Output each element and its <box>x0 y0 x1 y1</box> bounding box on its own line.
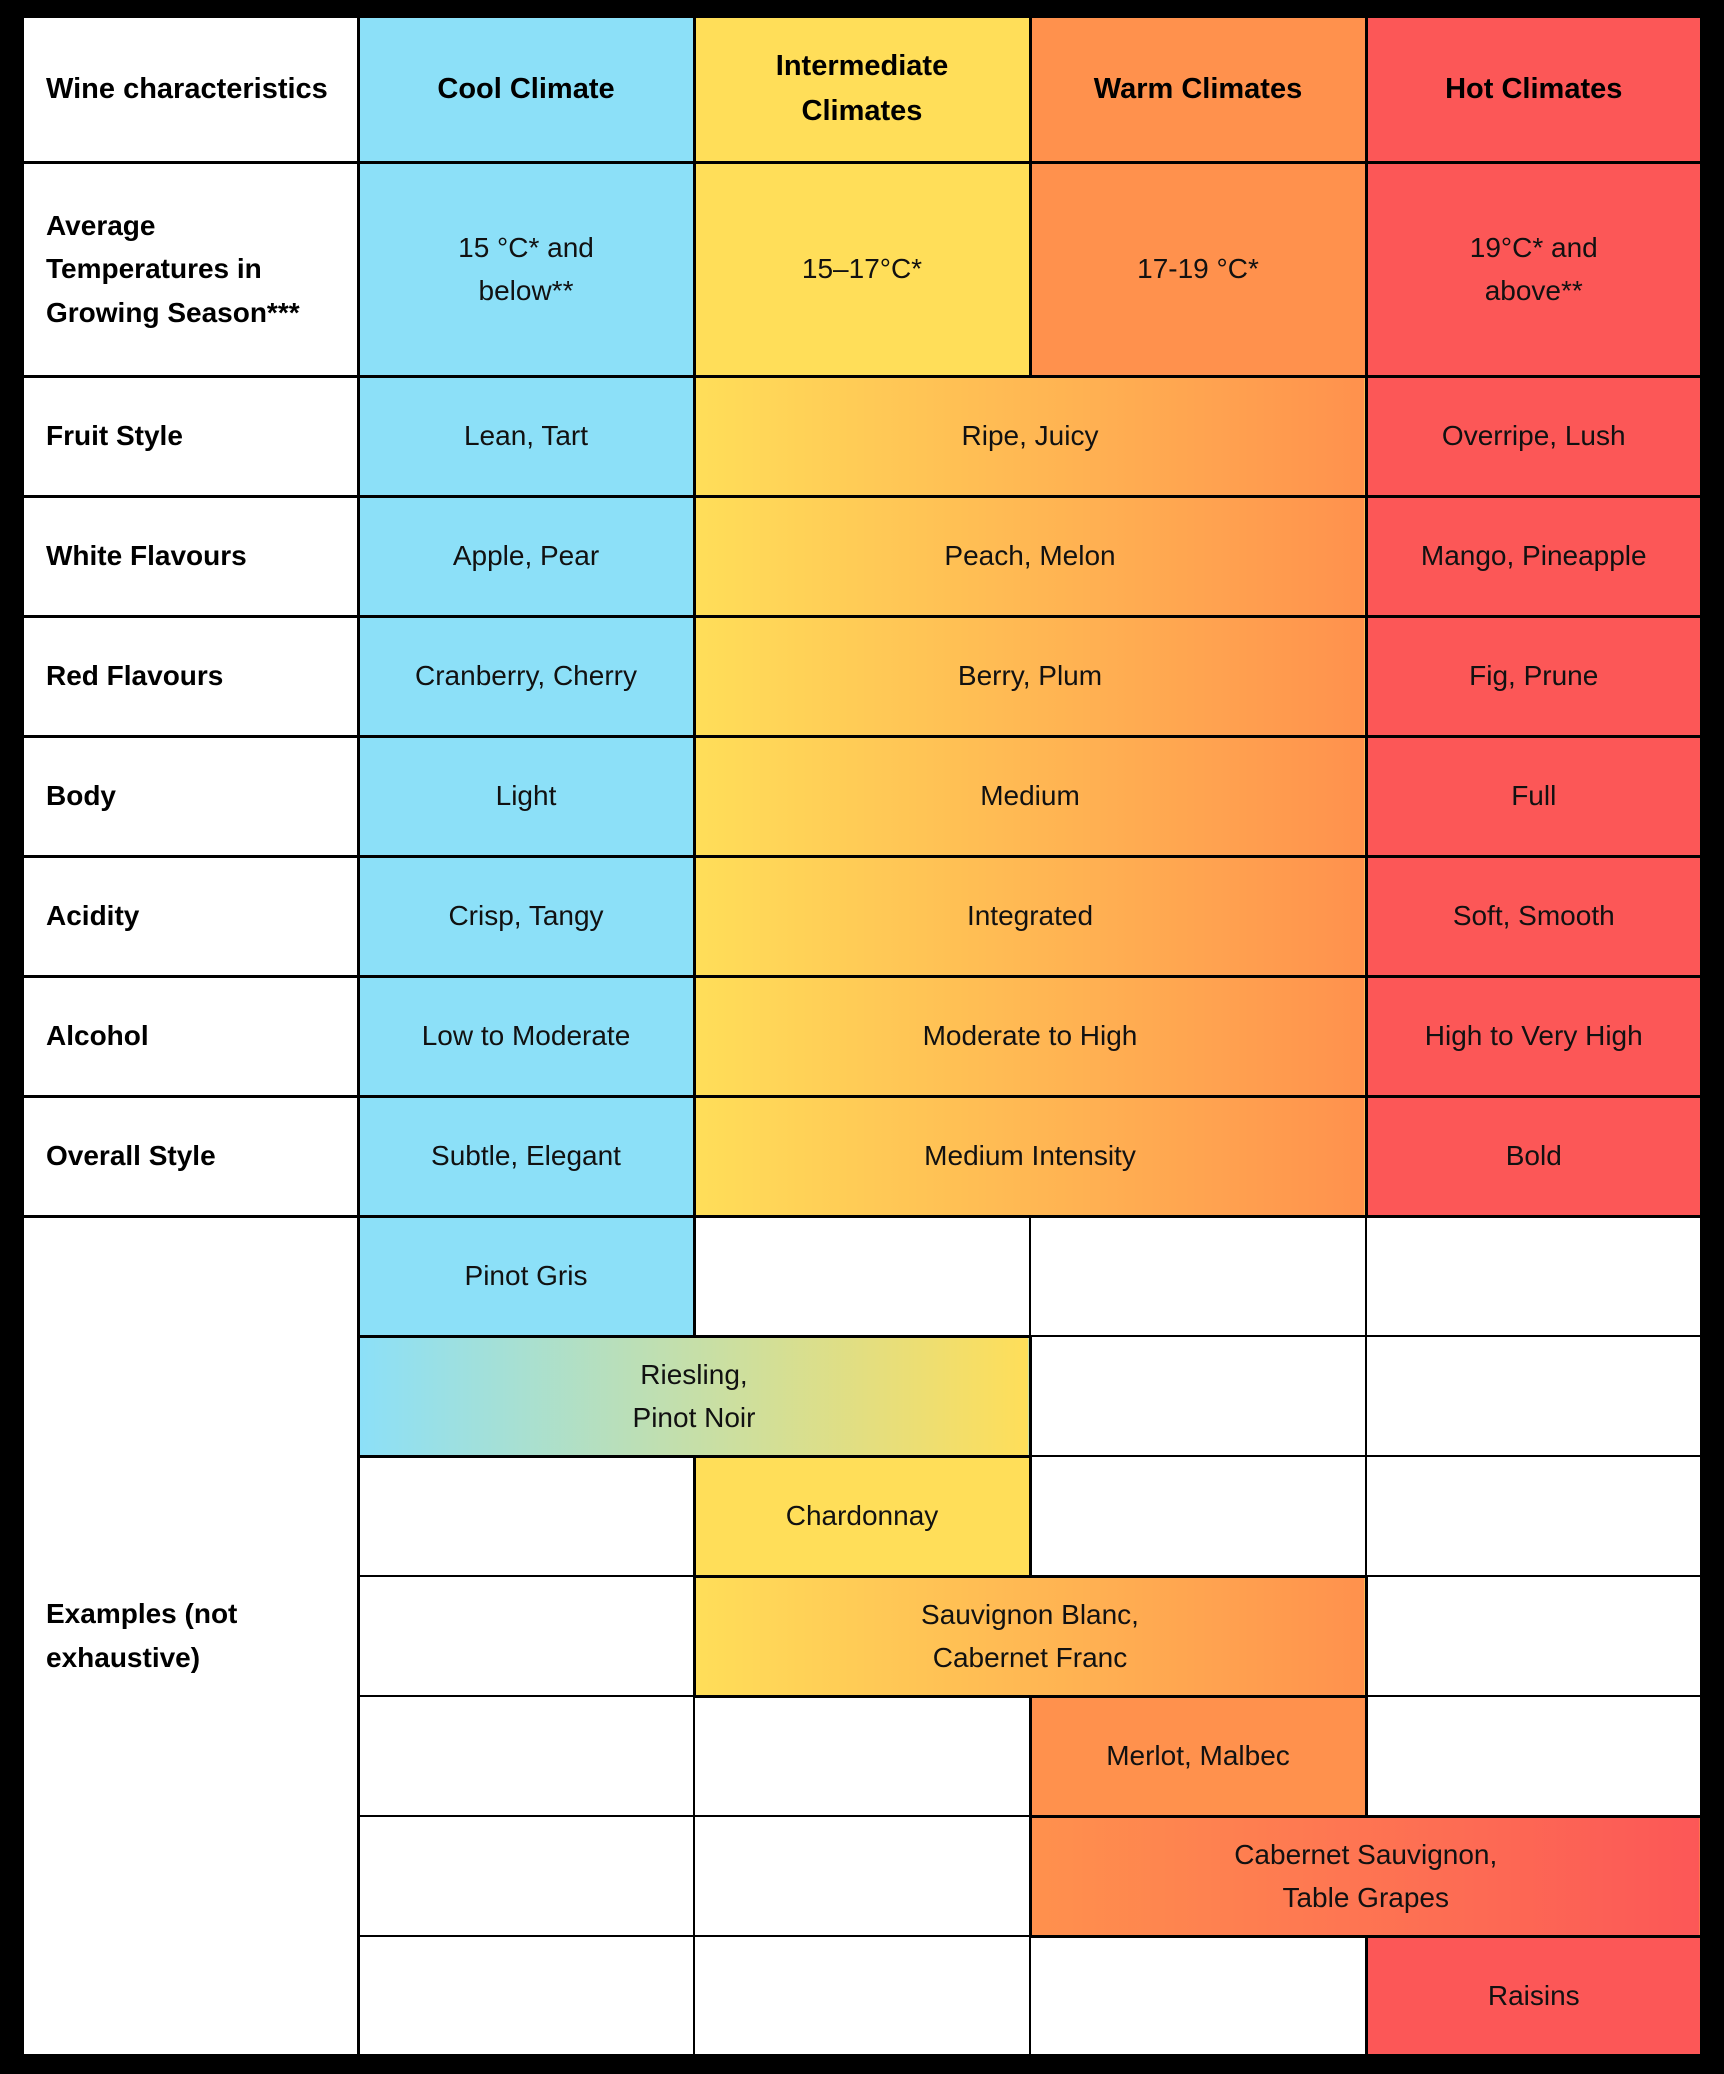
red-flavours-label: Red Flavours <box>20 614 360 738</box>
overall-style-hot-cell: Bold <box>1364 1094 1704 1218</box>
white-flavours-label: White Flavours <box>20 494 360 618</box>
temps-hot-cell: 19°C* and above** <box>1364 160 1704 378</box>
examples-row-merlot-malbec: Merlot, Malbec <box>22 1694 1703 1818</box>
acidity-mid-cell: Integrated <box>692 854 1368 978</box>
white-flavours-mid-cell: Peach, Melon <box>692 494 1368 618</box>
wine-climate-table: Wine characteristics Cool Climate Interm… <box>20 14 1704 2058</box>
fruit-style-label: Fruit Style <box>20 374 360 498</box>
empty-cell <box>1029 1455 1367 1577</box>
examples-row-cabernet-sauvignon-table-grapes: Cabernet Sauvignon, Table Grapes <box>22 1814 1704 1938</box>
empty-cell <box>693 1935 1031 2057</box>
acidity-row: Acidity Crisp, Tangy Integrated Soft, Sm… <box>20 854 1704 978</box>
empty-cell <box>357 1935 695 2057</box>
empty-cell <box>693 1695 1031 1817</box>
body-row: Body Light Medium Full <box>20 734 1704 858</box>
example-merlot-malbec-cell: Merlot, Malbec <box>1028 1694 1368 1818</box>
empty-cell <box>1029 1215 1367 1337</box>
empty-cell <box>1365 1695 1703 1817</box>
empty-cell <box>1365 1575 1703 1697</box>
fruit-style-hot-cell: Overripe, Lush <box>1364 374 1704 498</box>
example-chardonnay-cell: Chardonnay <box>692 1454 1032 1578</box>
alcohol-cool-cell: Low to Moderate <box>356 974 696 1098</box>
header-row: Wine characteristics Cool Climate Interm… <box>20 14 1704 164</box>
examples-row-riesling-pinot-noir: Riesling, Pinot Noir <box>22 1334 1703 1458</box>
empty-cell <box>357 1455 695 1577</box>
temperatures-row-label: Average Temperatures in Growing Season**… <box>20 160 360 378</box>
body-cool-cell: Light <box>356 734 696 858</box>
example-riesling-pinot-noir-cell: Riesling, Pinot Noir <box>356 1334 1032 1458</box>
red-flavours-cool-cell: Cranberry, Cherry <box>356 614 696 738</box>
empty-cell <box>1029 1335 1367 1457</box>
intermediate-climates-header: Intermediate Climates <box>692 14 1032 164</box>
examples-row-sauvignon-blanc-cabernet-franc: Sauvignon Blanc, Cabernet Franc <box>22 1574 1703 1698</box>
body-label: Body <box>20 734 360 858</box>
corner-header-cell: Wine characteristics <box>20 14 360 164</box>
warm-climates-header: Warm Climates <box>1028 14 1368 164</box>
acidity-cool-cell: Crisp, Tangy <box>356 854 696 978</box>
overall-style-mid-cell: Medium Intensity <box>692 1094 1368 1218</box>
body-hot-cell: Full <box>1364 734 1704 858</box>
overall-style-cool-cell: Subtle, Elegant <box>356 1094 696 1218</box>
overall-style-label: Overall Style <box>20 1094 360 1218</box>
alcohol-row: Alcohol Low to Moderate Moderate to High… <box>20 974 1704 1098</box>
empty-cell <box>1365 1455 1703 1577</box>
temps-cool-cell: 15 °C* and below** <box>356 160 696 378</box>
hot-climates-header: Hot Climates <box>1364 14 1704 164</box>
temperatures-row: Average Temperatures in Growing Season**… <box>20 160 1704 378</box>
red-flavours-mid-cell: Berry, Plum <box>692 614 1368 738</box>
empty-cell <box>357 1575 695 1697</box>
empty-cell <box>1365 1215 1703 1337</box>
alcohol-mid-cell: Moderate to High <box>692 974 1368 1098</box>
empty-cell <box>693 1215 1031 1337</box>
example-raisins-cell: Raisins <box>1364 1934 1704 2058</box>
fruit-style-mid-cell: Ripe, Juicy <box>692 374 1368 498</box>
examples-row-chardonnay: Chardonnay <box>22 1454 1703 1578</box>
example-pinot-gris-cell: Pinot Gris <box>356 1214 696 1338</box>
alcohol-hot-cell: High to Very High <box>1364 974 1704 1098</box>
alcohol-label: Alcohol <box>20 974 360 1098</box>
empty-cell <box>693 1815 1031 1937</box>
white-flavours-row: White Flavours Apple, Pear Peach, Melon … <box>20 494 1704 618</box>
examples-row-raisins: Raisins <box>22 1934 1704 2058</box>
white-flavours-hot-cell: Mango, Pineapple <box>1364 494 1704 618</box>
acidity-hot-cell: Soft, Smooth <box>1364 854 1704 978</box>
examples-label: Examples (not exhaustive) <box>20 1214 360 2058</box>
overall-style-row: Overall Style Subtle, Elegant Medium Int… <box>20 1094 1704 1218</box>
white-flavours-cool-cell: Apple, Pear <box>356 494 696 618</box>
examples-row-pinot-gris: Examples (not exhaustive) Pinot Gris <box>20 1214 1703 2058</box>
red-flavours-row: Red Flavours Cranberry, Cherry Berry, Pl… <box>20 614 1704 738</box>
empty-cell <box>357 1695 695 1817</box>
red-flavours-hot-cell: Fig, Prune <box>1364 614 1704 738</box>
temps-intermediate-cell: 15–17°C* <box>692 160 1032 378</box>
temps-warm-cell: 17-19 °C* <box>1028 160 1368 378</box>
fruit-style-row: Fruit Style Lean, Tart Ripe, Juicy Overr… <box>20 374 1704 498</box>
cool-climate-header: Cool Climate <box>356 14 696 164</box>
example-cabernet-sauvignon-table-grapes-cell: Cabernet Sauvignon, Table Grapes <box>1028 1814 1704 1938</box>
acidity-label: Acidity <box>20 854 360 978</box>
empty-cell <box>357 1815 695 1937</box>
empty-cell <box>1365 1335 1703 1457</box>
body-mid-cell: Medium <box>692 734 1368 858</box>
example-sauvignon-blanc-cabernet-franc-cell: Sauvignon Blanc, Cabernet Franc <box>692 1574 1368 1698</box>
empty-cell <box>1029 1935 1367 2057</box>
fruit-style-cool-cell: Lean, Tart <box>356 374 696 498</box>
